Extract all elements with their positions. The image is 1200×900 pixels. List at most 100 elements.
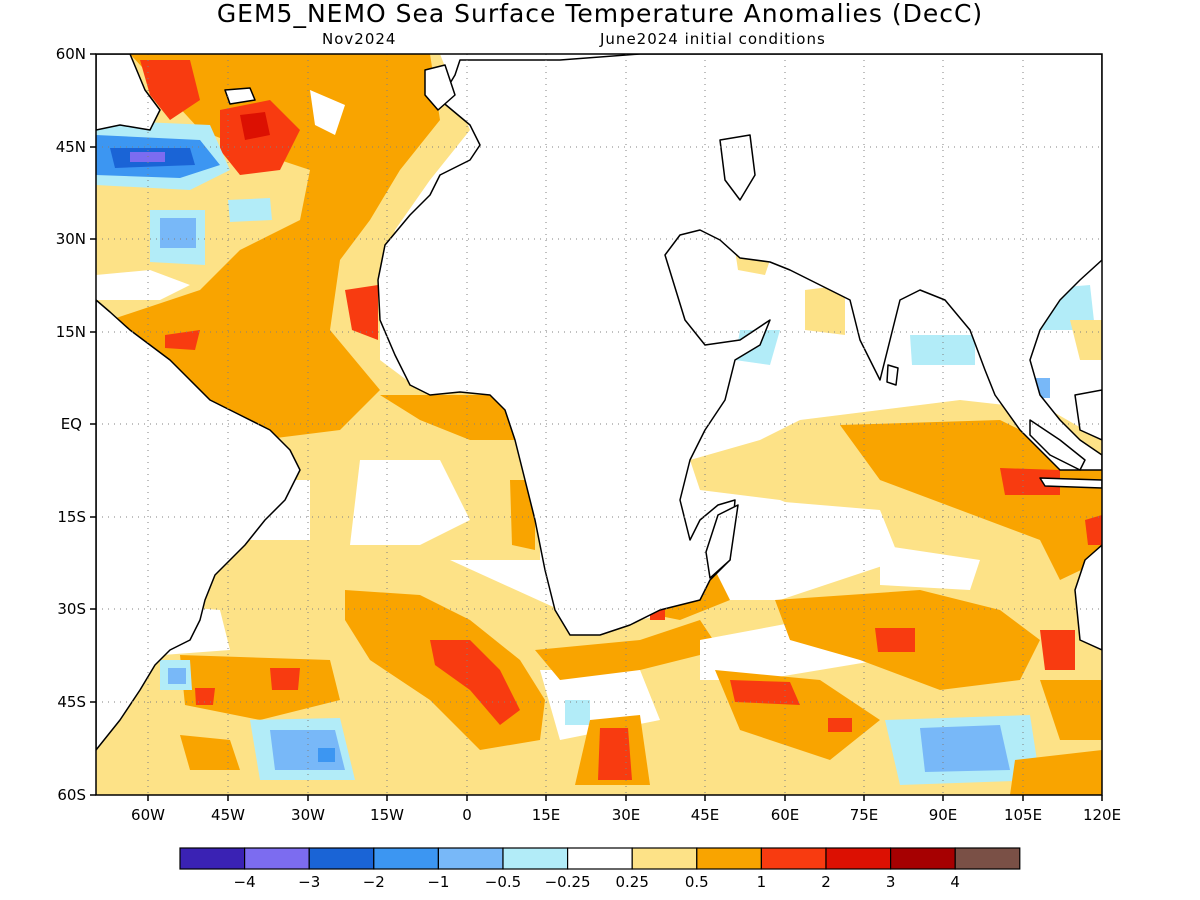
anomaly-region xyxy=(96,270,190,300)
colorbar-label: −4 xyxy=(234,873,256,891)
sumatra-land xyxy=(1029,419,1086,471)
anomaly-region xyxy=(345,285,378,340)
anomaly-region xyxy=(168,668,186,684)
lon-label: 60W xyxy=(131,806,165,824)
anomaly-region xyxy=(1040,680,1102,740)
eurasia-africa-land xyxy=(377,54,1102,636)
anomaly-region xyxy=(1000,468,1060,495)
borneo-land xyxy=(1074,389,1102,441)
colorbar-swatch xyxy=(631,847,698,870)
anomaly-region xyxy=(310,90,345,135)
colorbar-swatch xyxy=(760,847,827,870)
lat-label: 30N xyxy=(56,230,86,248)
lon-label: 15W xyxy=(370,806,404,824)
colorbar-swatch xyxy=(502,847,569,870)
anomaly-region xyxy=(350,460,470,545)
lon-label: 105E xyxy=(1004,806,1042,824)
colorbar-label: −3 xyxy=(298,873,320,891)
caspian-sea xyxy=(719,134,756,201)
anomaly-region xyxy=(840,420,1102,580)
lat-label: 30S xyxy=(57,600,86,618)
sri-lanka-land xyxy=(886,364,899,386)
colorbar-swatch xyxy=(244,847,310,870)
longitude-labels: 60W 45W 30W 15W 0 15E 30E 45E 60E 75E 90… xyxy=(131,806,1121,824)
anomaly-region xyxy=(880,545,980,590)
anomaly-region xyxy=(535,620,720,680)
anomaly-region xyxy=(180,735,240,770)
madagascar-land xyxy=(705,504,739,579)
anomaly-region xyxy=(875,628,915,652)
colorbar-label: 2 xyxy=(821,873,831,891)
anomaly-region xyxy=(160,218,196,248)
lon-label: 90E xyxy=(929,806,958,824)
anomaly-region xyxy=(165,330,200,350)
latitude-labels: 60N 45N 30N 15N EQ 15S 30S 45S 60S xyxy=(56,45,86,804)
anomaly-region xyxy=(180,655,340,720)
colorbar-label: −0.25 xyxy=(545,873,591,891)
initial-conditions: June2024 initial conditions xyxy=(600,30,826,48)
anomaly-region xyxy=(910,335,975,365)
colorbar-label: 4 xyxy=(950,873,960,891)
north-america-land xyxy=(96,54,161,131)
lon-label: 45W xyxy=(211,806,245,824)
anomaly-region xyxy=(598,728,632,780)
lon-label: 30E xyxy=(612,806,641,824)
colorbar-label: 1 xyxy=(757,873,767,891)
anomaly-region xyxy=(805,285,845,335)
lat-label: 45S xyxy=(57,693,86,711)
lon-label: 15E xyxy=(532,806,561,824)
lon-label: 30W xyxy=(291,806,325,824)
anomaly-region xyxy=(270,668,300,690)
colorbar-label: 3 xyxy=(886,873,896,891)
colorbar-label: 0.5 xyxy=(685,873,709,891)
iceland-land xyxy=(224,87,256,105)
tick-marks xyxy=(90,53,1103,801)
anomaly-region xyxy=(1040,630,1075,670)
colorbar-swatch xyxy=(889,847,956,870)
anomaly-region xyxy=(1085,515,1102,545)
anomaly-region xyxy=(318,748,335,762)
colorbar-swatch xyxy=(954,847,1021,870)
colorbar-label: −2 xyxy=(363,873,385,891)
britain-land xyxy=(424,64,456,111)
lat-label: 15N xyxy=(56,323,86,341)
colorbar-swatch xyxy=(696,847,762,870)
anomaly-region xyxy=(920,725,1010,772)
lat-label: EQ xyxy=(61,415,82,433)
anomaly-region xyxy=(430,640,520,725)
colorbar-label: −1 xyxy=(427,873,449,891)
anomaly-region xyxy=(1070,320,1102,360)
land-layer xyxy=(96,54,1102,751)
colorbar-swatch xyxy=(308,847,375,870)
colorbar-label: −0.5 xyxy=(485,873,521,891)
anomaly-region xyxy=(220,100,300,175)
colorbar-swatch xyxy=(373,847,439,870)
anomaly-region xyxy=(730,680,800,705)
lat-label: 60S xyxy=(57,786,86,804)
anomaly-region xyxy=(760,500,900,570)
colorbar-label: 0.25 xyxy=(615,873,648,891)
americas-land xyxy=(96,299,301,751)
forecast-month: Nov2024 xyxy=(322,30,397,48)
anomaly-field xyxy=(96,54,1102,795)
lon-label: 0 xyxy=(462,806,472,824)
map-title: GEM5_NEMO Sea Surface Temperature Anomal… xyxy=(216,0,984,28)
anomaly-region xyxy=(195,688,215,705)
anomaly-region xyxy=(565,700,590,725)
lat-label: 15S xyxy=(57,508,86,526)
anomaly-fill-layer xyxy=(96,54,1102,795)
lon-label: 75E xyxy=(850,806,879,824)
colorbar-swatch xyxy=(566,847,633,870)
anomaly-region xyxy=(228,198,272,222)
lon-label: 45E xyxy=(691,806,720,824)
lat-label: 45N xyxy=(56,138,86,156)
java-land xyxy=(1039,477,1102,489)
anomaly-region xyxy=(828,718,852,732)
australia-land xyxy=(1074,544,1102,651)
lon-label: 120E xyxy=(1083,806,1121,824)
colorbar-swatch xyxy=(179,847,246,870)
anomaly-region xyxy=(1010,750,1102,795)
anomaly-region xyxy=(140,60,200,120)
colorbar-swatch xyxy=(825,847,892,870)
